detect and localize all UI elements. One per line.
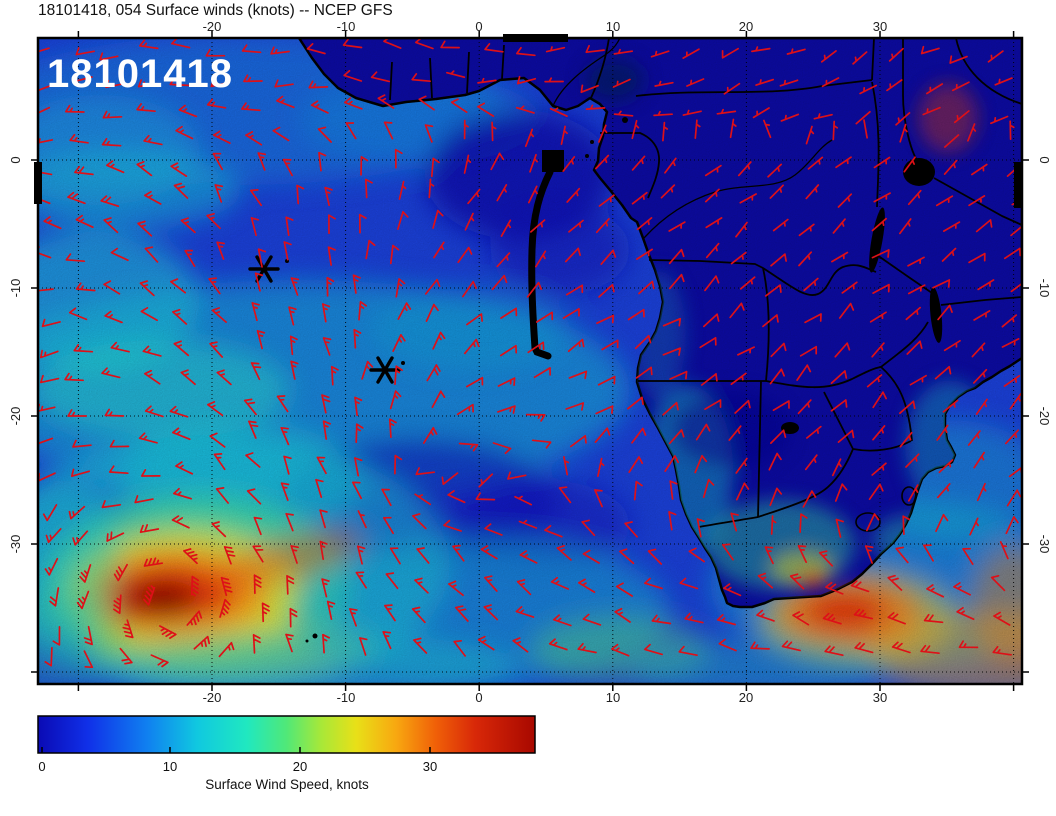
graticule-gridlines <box>38 38 1022 684</box>
asterisk-marker-2 <box>369 356 401 384</box>
lon-tick-label-bottom: -20 <box>203 690 222 705</box>
lat-tick-label-right: 0 <box>1037 156 1052 163</box>
colorbar-ticks <box>41 747 431 753</box>
asterisk-marker-1 <box>248 255 280 283</box>
colorbar: 0 10 20 30 Surface Wind Speed, knots <box>37 715 536 792</box>
lat-tick-label-left: -20 <box>8 407 23 426</box>
wind-barbs-layer <box>38 38 1022 669</box>
lon-tick-label-top: 30 <box>873 19 887 34</box>
lon-tick-label-top: 10 <box>606 19 620 34</box>
lon-tick-label-bottom: -10 <box>337 690 356 705</box>
map-area: 18101418 <box>38 38 1022 684</box>
position-crosshair-bars <box>34 34 1022 208</box>
colorbar-tick-label: 20 <box>293 759 307 774</box>
lon-tick-label-bottom: 0 <box>475 690 482 705</box>
colorbar-tick-label: 10 <box>163 759 177 774</box>
track-and-markers <box>248 150 564 384</box>
lon-tick-label-top: -20 <box>203 19 222 34</box>
lon-tick-label-top: 0 <box>475 19 482 34</box>
pixel-grain-overlay <box>38 38 1022 684</box>
axis-ticks <box>31 31 1029 691</box>
lat-tick-label-right: -10 <box>1037 279 1052 298</box>
lon-tick-label-bottom: 30 <box>873 690 887 705</box>
lon-tick-label-bottom: 20 <box>739 690 753 705</box>
lon-tick-label-top: -10 <box>337 19 356 34</box>
track-line <box>528 168 554 360</box>
colorbar-tick-label: 30 <box>423 759 437 774</box>
lat-tick-label-right: -20 <box>1037 407 1052 426</box>
square-marker <box>542 150 564 172</box>
colorbar-tick-label: 0 <box>38 759 45 774</box>
lon-tick-label-top: 20 <box>739 19 753 34</box>
colorbar-gradient <box>37 715 536 754</box>
lat-tick-label-left: -30 <box>8 535 23 554</box>
figure-title: 18101418, 054 Surface winds (knots) -- N… <box>38 2 393 19</box>
lat-tick-label-left: -10 <box>8 279 23 298</box>
lat-tick-label-left: 0 <box>8 156 23 163</box>
lon-tick-label-bottom: 10 <box>606 690 620 705</box>
run-label: 18101418 <box>47 52 233 96</box>
lat-tick-label-right: -30 <box>1037 535 1052 554</box>
colorbar-label: Surface Wind Speed, knots <box>205 777 369 792</box>
